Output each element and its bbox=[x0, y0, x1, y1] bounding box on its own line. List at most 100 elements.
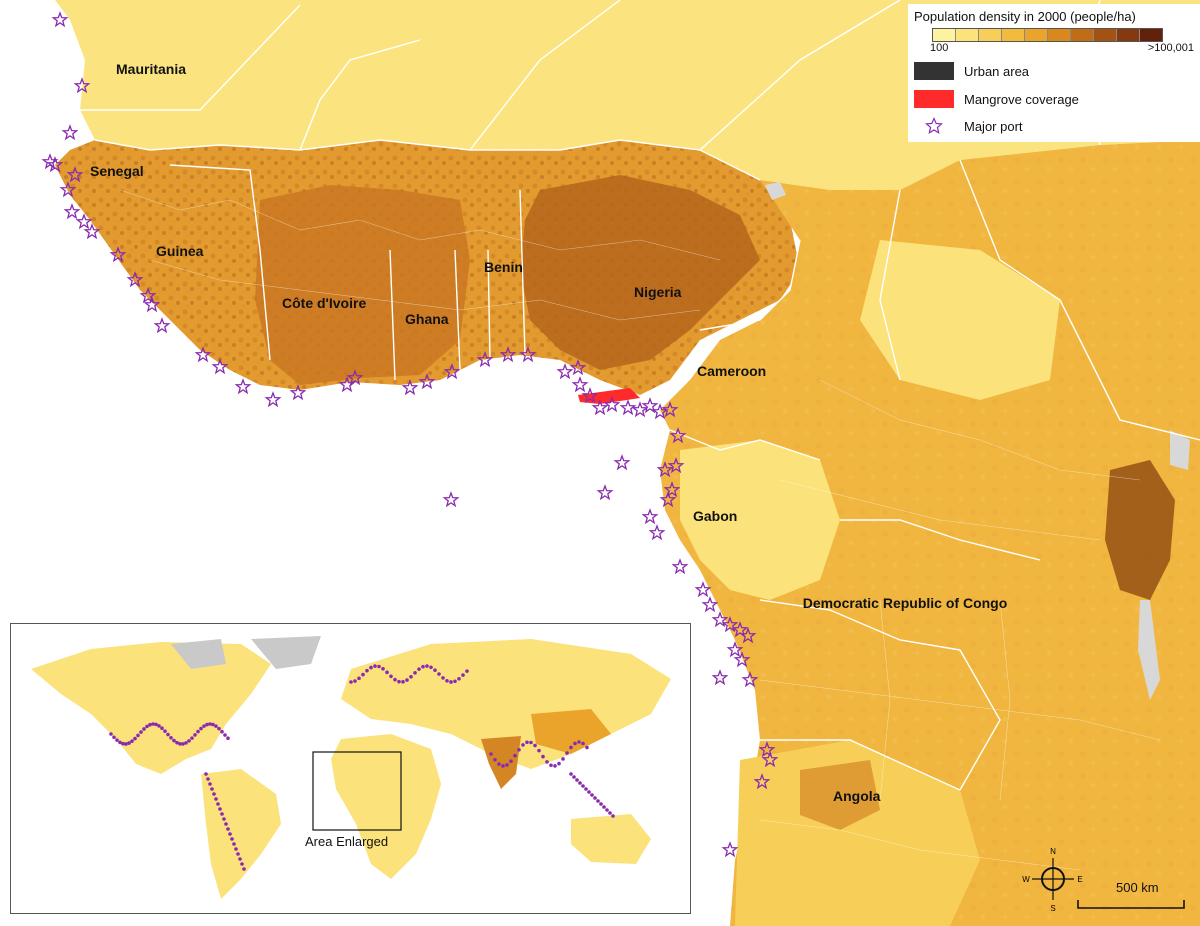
legend-port-row: Major port bbox=[914, 117, 1023, 135]
inset-port-dot bbox=[223, 733, 227, 737]
inset-port-dot bbox=[561, 757, 565, 761]
inset-port-dot bbox=[593, 796, 597, 800]
mangrove-swatch bbox=[914, 90, 954, 108]
compass-south: S bbox=[1050, 904, 1055, 913]
inset-port-dot bbox=[204, 772, 208, 776]
inset-port-dot bbox=[578, 781, 582, 785]
inset-port-dot bbox=[401, 680, 405, 684]
port-star bbox=[418, 373, 436, 390]
inset-port-dot bbox=[109, 732, 113, 736]
port-star bbox=[663, 481, 681, 498]
inset-port-dot bbox=[453, 679, 457, 684]
inset-port-dot bbox=[211, 722, 215, 727]
inset-port-dot bbox=[381, 666, 385, 671]
port-star bbox=[556, 363, 574, 380]
inset-port-dot bbox=[602, 805, 606, 809]
inset-south-america bbox=[201, 769, 281, 899]
inset-port-dot bbox=[187, 739, 191, 743]
inset-port-dot bbox=[238, 857, 242, 861]
inset-port-dot bbox=[517, 747, 521, 752]
inset-port-dot bbox=[425, 664, 429, 668]
port-star bbox=[671, 558, 689, 575]
port-star bbox=[711, 611, 729, 628]
inset-port-dot bbox=[605, 808, 609, 812]
legend-ramp-cell bbox=[956, 29, 979, 41]
inset-port-dot bbox=[417, 667, 421, 671]
port-star bbox=[641, 508, 659, 525]
legend-ramp-cell bbox=[933, 29, 956, 41]
area-enlarged-label: Area Enlarged bbox=[305, 834, 389, 849]
inset-port-dot bbox=[206, 777, 210, 781]
inset-port-dot bbox=[151, 722, 155, 726]
inset-greenland bbox=[251, 636, 321, 669]
inset-port-dot bbox=[497, 762, 501, 766]
port-star bbox=[66, 166, 84, 183]
port-star bbox=[591, 399, 609, 416]
inset-port-dot bbox=[205, 722, 209, 727]
port-star bbox=[641, 397, 659, 414]
land-nigeria-core bbox=[520, 175, 760, 370]
label-senegal: Senegal bbox=[90, 163, 144, 179]
port-star bbox=[346, 369, 364, 386]
inset-port-dot bbox=[572, 775, 576, 779]
inset-port-dot bbox=[493, 757, 497, 762]
inset-port-dot bbox=[236, 852, 240, 856]
inset-port-dot bbox=[166, 732, 170, 737]
inset-port-dot bbox=[575, 778, 579, 782]
legend-ramp-cell bbox=[1048, 29, 1071, 41]
inset-port-dot bbox=[457, 676, 461, 681]
label-mauritania: Mauritania bbox=[116, 61, 186, 77]
land-ghana-ci-core bbox=[255, 185, 470, 385]
inset-port-dot bbox=[405, 678, 409, 682]
port-star bbox=[758, 741, 776, 758]
inset-port-dot bbox=[169, 735, 173, 740]
port-star bbox=[661, 401, 679, 418]
compass-north: N bbox=[1050, 847, 1056, 856]
inset-port-dot bbox=[232, 842, 236, 846]
country-borders bbox=[80, 0, 1200, 791]
port-star bbox=[581, 387, 599, 404]
inset-port-dot bbox=[599, 802, 603, 806]
port-star bbox=[656, 461, 674, 478]
port-star bbox=[613, 454, 631, 471]
inset-port-dot bbox=[214, 797, 218, 801]
port-star bbox=[264, 391, 282, 408]
inset-port-dot bbox=[220, 812, 224, 816]
port-star bbox=[669, 427, 687, 444]
inset-india bbox=[481, 736, 521, 789]
inset-port-dot bbox=[421, 664, 425, 669]
land-central-africa-texture bbox=[660, 140, 1200, 926]
port-star bbox=[139, 287, 157, 304]
inset-port-dot bbox=[441, 676, 445, 680]
port-star bbox=[726, 641, 744, 658]
port-star bbox=[603, 396, 621, 413]
port-star bbox=[631, 401, 649, 418]
port-star bbox=[211, 358, 229, 375]
inset-port-dot bbox=[181, 742, 185, 746]
port-star bbox=[741, 671, 759, 688]
inset-port-dot bbox=[611, 814, 615, 818]
inset-port-dot bbox=[139, 730, 143, 734]
inset-port-dot bbox=[208, 782, 212, 786]
port-star bbox=[401, 379, 419, 396]
label-drc: Democratic Republic of Congo bbox=[803, 595, 1008, 611]
inset-port-dot bbox=[581, 784, 585, 788]
inset-port-dot bbox=[202, 724, 206, 728]
inset-port-dot bbox=[413, 671, 417, 675]
inset-port-dot bbox=[569, 745, 573, 750]
port-star bbox=[659, 491, 677, 508]
legend-ramp-cell bbox=[1094, 29, 1117, 41]
inset-port-dot bbox=[393, 677, 397, 682]
inset-port-dot bbox=[226, 827, 230, 831]
inset-port-dot bbox=[226, 736, 230, 741]
inset-port-dot bbox=[585, 745, 589, 750]
inset-port-dot bbox=[224, 822, 228, 826]
inset-port-dot bbox=[157, 724, 161, 728]
inset-port-dot bbox=[212, 792, 216, 796]
inset-port-dot bbox=[154, 722, 158, 727]
inset-port-dot bbox=[385, 670, 389, 675]
inset-port-dot bbox=[541, 754, 545, 759]
inset-port-dots bbox=[109, 664, 615, 871]
inset-port-dot bbox=[175, 740, 179, 745]
scale-label: 500 km bbox=[1116, 880, 1159, 895]
